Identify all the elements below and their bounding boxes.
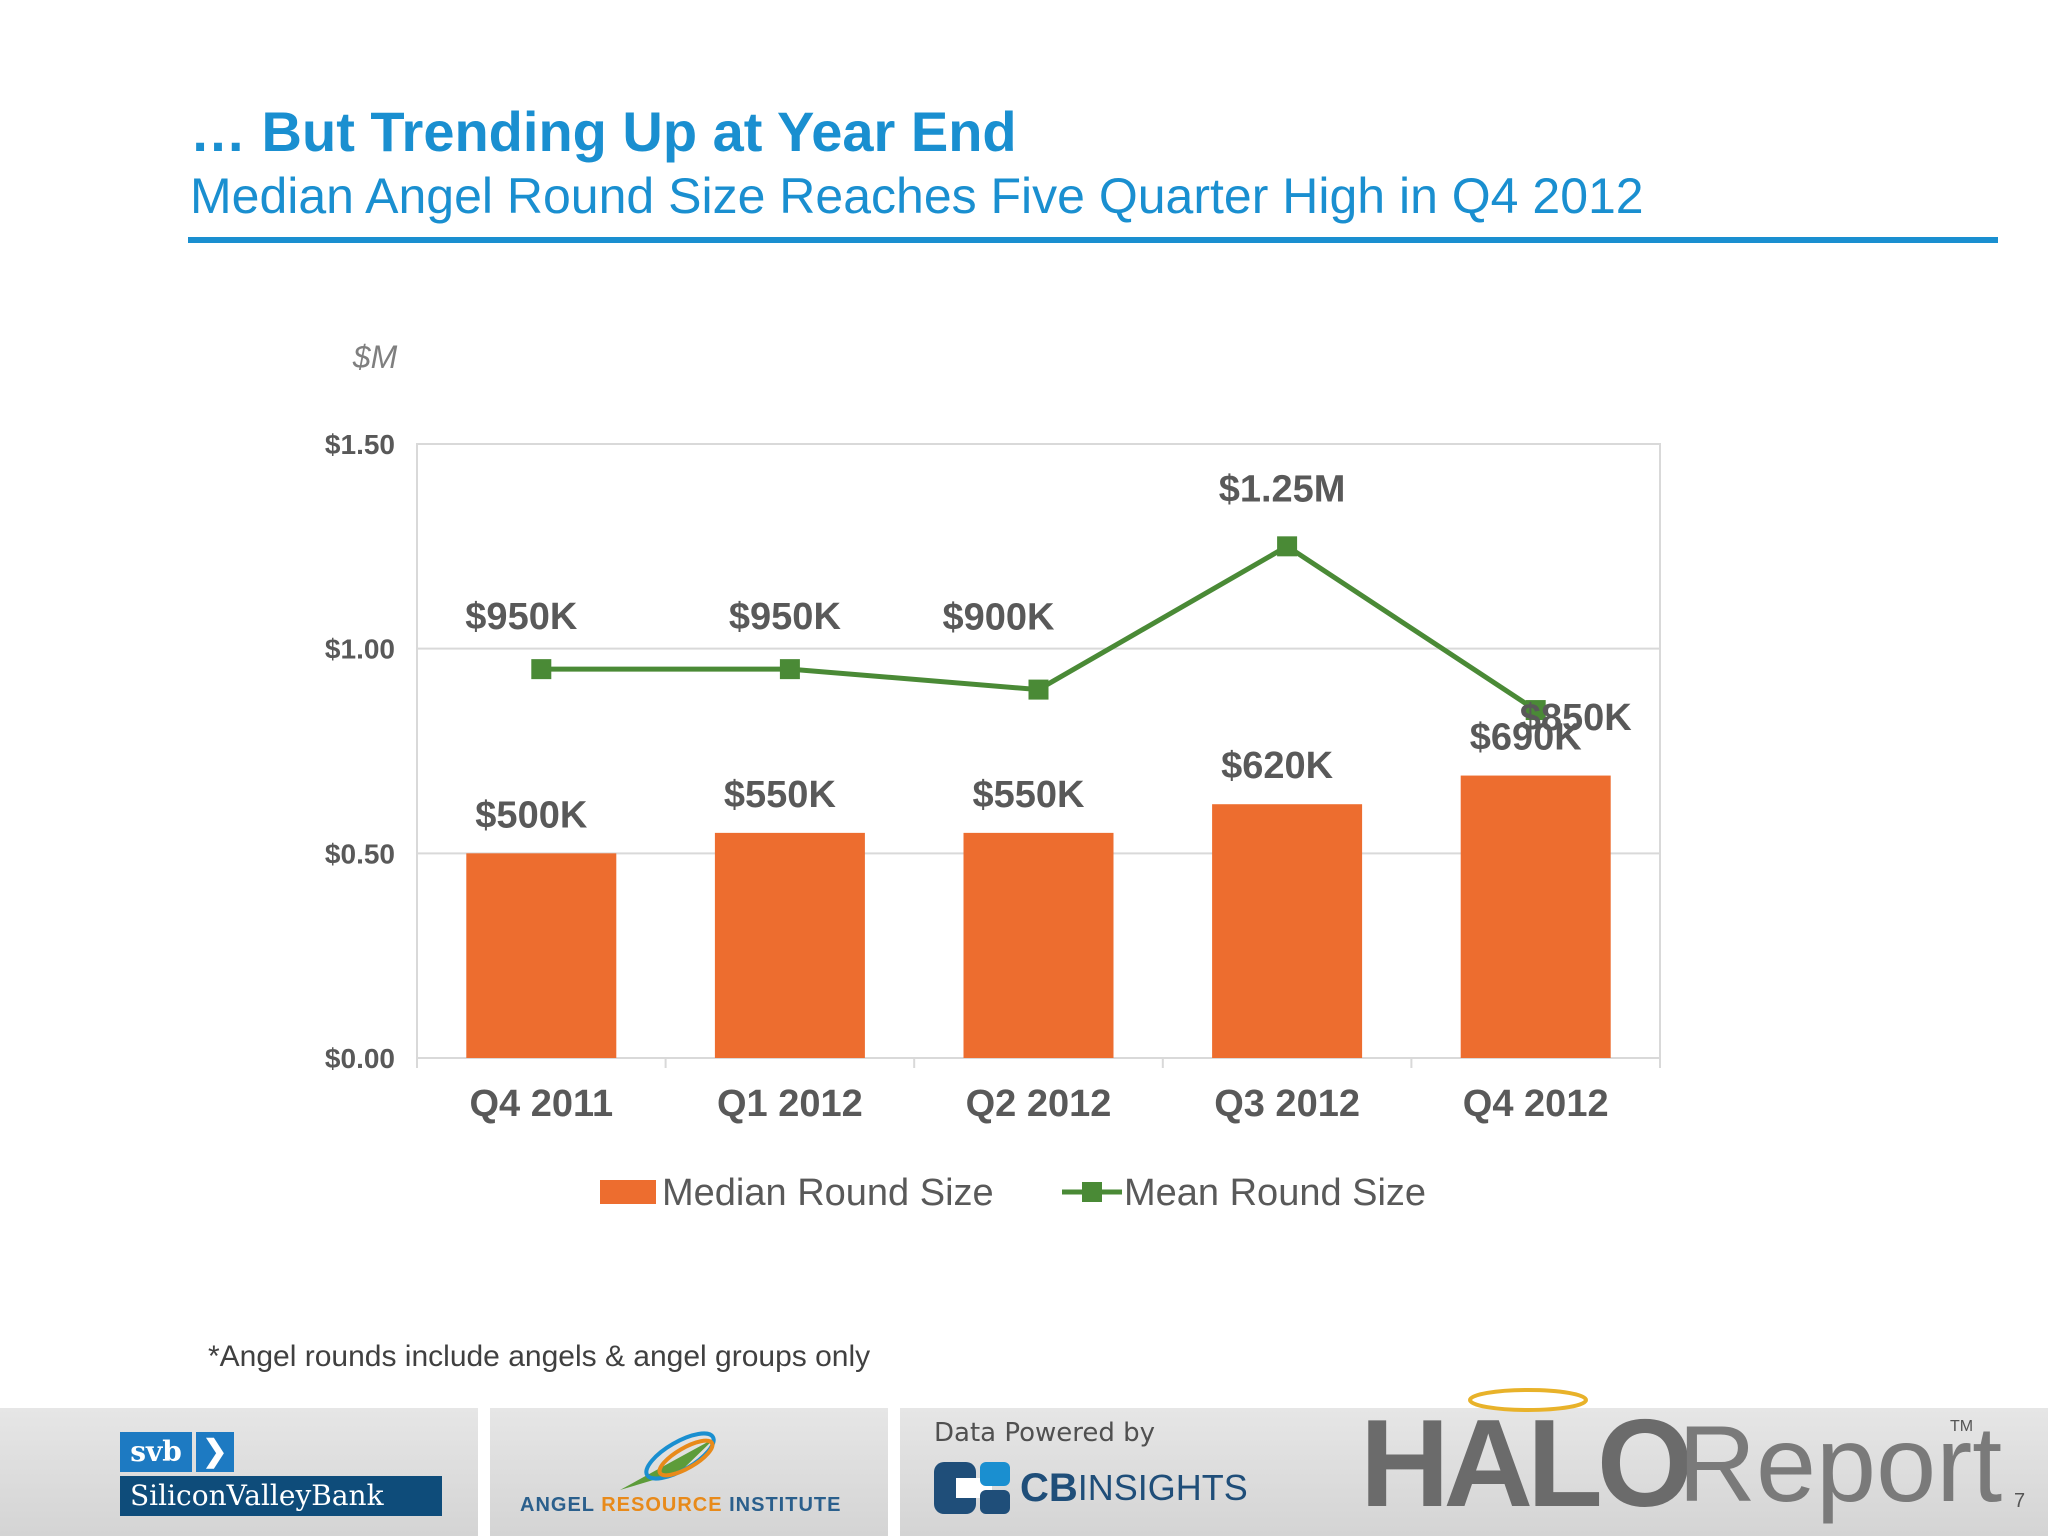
- bar-data-label: $620K: [1221, 745, 1334, 787]
- line-data-label: $900K: [943, 597, 1056, 639]
- ari-wordmark: ANGEL RESOURCE INSTITUTE: [520, 1494, 842, 1516]
- line-point: [1028, 679, 1049, 700]
- bar-data-label: $550K: [973, 774, 1086, 816]
- page-number: 7: [2014, 1490, 2026, 1512]
- x-category-label: Q2 2012: [966, 1083, 1112, 1125]
- bar: [1460, 775, 1611, 1058]
- chevron-right-icon: ❯: [196, 1432, 234, 1472]
- bar: [714, 832, 865, 1058]
- svb-logo: svb ❯ SiliconValleyBank: [120, 1432, 450, 1516]
- x-category-label: Q1 2012: [717, 1083, 863, 1125]
- bar: [1212, 804, 1363, 1058]
- svb-abbrev: svb: [120, 1432, 192, 1472]
- halo-wordmark: HALO: [1360, 1395, 1693, 1533]
- svb-bank-name: SiliconValleyBank: [120, 1476, 442, 1516]
- x-category-label: Q4 2011: [469, 1083, 613, 1125]
- line-data-label: $850K: [1520, 697, 1633, 739]
- line-point: [779, 659, 800, 680]
- y-tick-label: $1.50: [325, 429, 395, 460]
- report-wordmark: Report: [1678, 1403, 2003, 1524]
- insights-wordmark: INSIGHTS: [1077, 1467, 1248, 1508]
- cb-wordmark: CB: [1020, 1465, 1078, 1510]
- x-category-label: Q3 2012: [1214, 1083, 1360, 1125]
- bar: [466, 853, 617, 1058]
- line-point: [1525, 700, 1546, 721]
- line-data-label: $950K: [465, 596, 578, 638]
- legend-label-median: Median Round Size: [662, 1172, 994, 1214]
- halo-ring-icon: [1468, 1388, 1588, 1412]
- y-tick-label: $1.00: [325, 634, 395, 665]
- slide-subtitle: Median Angel Round Size Reaches Five Qua…: [190, 168, 1644, 224]
- slide-title: … But Trending Up at Year End: [190, 100, 1017, 163]
- round-size-chart: $0.00 $0.50 $1.00 $1.50 $M $500K $550K $550K $62…: [325, 339, 1661, 1214]
- x-category-label: Q4 2012: [1463, 1083, 1609, 1125]
- legend-label-mean: Mean Round Size: [1124, 1172, 1426, 1214]
- footnote: *Angel rounds include angels & angel gro…: [208, 1340, 871, 1373]
- line-point: [531, 659, 552, 680]
- footer-panel-cb: [900, 1408, 2048, 1536]
- cb-insights-logo: CB INSIGHTS: [934, 1458, 1248, 1518]
- ari-swoosh-icon: [620, 1431, 716, 1490]
- bar-data-label: $500K: [475, 794, 588, 836]
- data-powered-by-label: Data Powered by: [934, 1418, 1156, 1448]
- footer-panel-ari: [490, 1408, 888, 1536]
- line-data-label: $1.25M: [1219, 468, 1346, 510]
- legend-swatch-median: [600, 1180, 656, 1204]
- halo-report-logo: HALO Report TM: [1360, 1380, 2002, 1533]
- y-tick-label: $0.00: [325, 1043, 395, 1074]
- bar-data-label: $690K: [1470, 717, 1583, 759]
- line-data-label: $950K: [729, 596, 842, 638]
- line-point: [1277, 536, 1298, 557]
- trademark-mark: TM: [1950, 1418, 1974, 1435]
- y-unit-label: $M: [352, 339, 398, 375]
- title-divider: [188, 237, 1998, 243]
- angel-resource-institute-logo: ANGEL RESOURCE INSTITUTE: [520, 1420, 860, 1530]
- bar: [963, 832, 1114, 1058]
- legend-marker-mean: [1082, 1182, 1102, 1202]
- bar-data-label: $550K: [724, 774, 837, 816]
- y-tick-label: $0.50: [325, 838, 395, 869]
- cb-insights-icon: [934, 1462, 1010, 1514]
